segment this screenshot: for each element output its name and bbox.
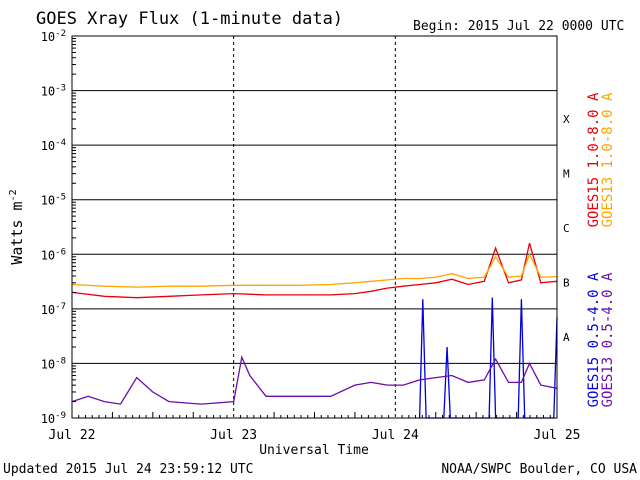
- legend-entry: GOES13 1.0-8.0 A: [600, 92, 616, 227]
- data-traces: [71, 242, 558, 419]
- legend-entry: GOES15 1.0-8.0 A: [586, 92, 602, 227]
- y-tick-label: 10-4: [41, 138, 66, 153]
- x-tick-label: Jul 23: [210, 428, 257, 443]
- flare-class-label: X: [563, 113, 570, 126]
- y-tick-label: 10-7: [41, 302, 66, 317]
- y-axis-ticks: 10-2 10-3 10-4 10-5 10-6 10-7 10-8 10-9: [41, 29, 76, 426]
- y-tick-label: 10-5: [41, 193, 66, 208]
- flare-class-label: C: [563, 222, 570, 235]
- legend-entry: GOES13 0.5-4.0 A: [600, 272, 616, 407]
- plot-frame: [71, 35, 558, 419]
- x-tick-label: Jul 25: [534, 428, 581, 443]
- y-axis-label-exponent: -2: [8, 189, 19, 201]
- grid-lines: [71, 35, 558, 419]
- y-tick-label: 10-8: [41, 356, 66, 371]
- series-line: [71, 252, 558, 288]
- updated-timestamp: Updated 2015 Jul 24 23:59:12 UTC: [3, 462, 253, 477]
- y-tick-label: 10-6: [41, 247, 66, 262]
- legend-entry: GOES15 0.5-4.0 A: [586, 272, 602, 407]
- series-line: [418, 297, 558, 419]
- x-tick-label: Jul 22: [49, 428, 96, 443]
- y-axis-label-text: Watts m: [8, 201, 26, 264]
- y-axis-label: Watts m-2: [8, 189, 26, 264]
- y-tick-label: 10-2: [41, 29, 66, 44]
- flare-class-label: B: [563, 277, 570, 290]
- chart-title: GOES Xray Flux (1-minute data): [36, 9, 343, 29]
- credit-label: NOAA/SWPC Boulder, CO USA: [441, 462, 637, 477]
- flare-class-label: M: [563, 167, 570, 180]
- begin-label: Begin: 2015 Jul 22 0000 UTC: [413, 19, 624, 34]
- y-tick-label: 10-3: [41, 84, 66, 99]
- y-tick-label: 10-9: [41, 411, 66, 426]
- series-line: [71, 242, 558, 299]
- x-axis-label: Universal Time: [259, 443, 369, 458]
- series-line: [71, 354, 558, 405]
- x-axis-ticks: Jul 22 Jul 23 Jul 24 Jul 25: [49, 412, 581, 443]
- flare-class-label: A: [563, 331, 570, 344]
- flare-class-labels: X M C B A: [563, 113, 570, 344]
- x-tick-label: Jul 24: [372, 428, 419, 443]
